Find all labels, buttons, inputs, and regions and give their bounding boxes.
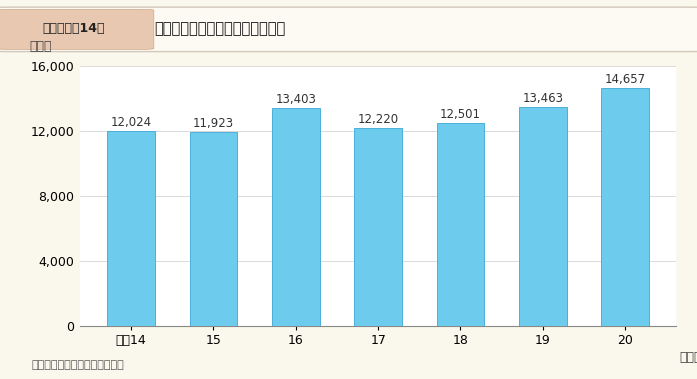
Bar [190,133,238,326]
Text: （件）: （件） [29,40,52,53]
Text: ストーカー事案に関する認知件数: ストーカー事案に関する認知件数 [154,21,285,36]
Text: 第１－５－14図: 第１－５－14図 [42,22,105,35]
Bar [107,131,155,326]
FancyBboxPatch shape [0,9,154,49]
Bar [354,128,402,326]
Text: 12,024: 12,024 [111,116,152,129]
Text: 14,657: 14,657 [604,73,645,86]
Text: （備考）警察庁資料より作成。: （備考）警察庁資料より作成。 [31,360,124,370]
Text: 13,403: 13,403 [275,93,316,106]
Bar [272,108,320,326]
Bar [602,88,649,326]
Text: 12,501: 12,501 [440,108,481,121]
Bar [519,108,567,326]
Text: （年）: （年） [679,351,697,363]
FancyBboxPatch shape [0,7,697,52]
Text: 11,923: 11,923 [193,117,234,130]
Text: 13,463: 13,463 [522,92,563,105]
Bar [436,123,484,326]
Text: 12,220: 12,220 [358,113,399,125]
